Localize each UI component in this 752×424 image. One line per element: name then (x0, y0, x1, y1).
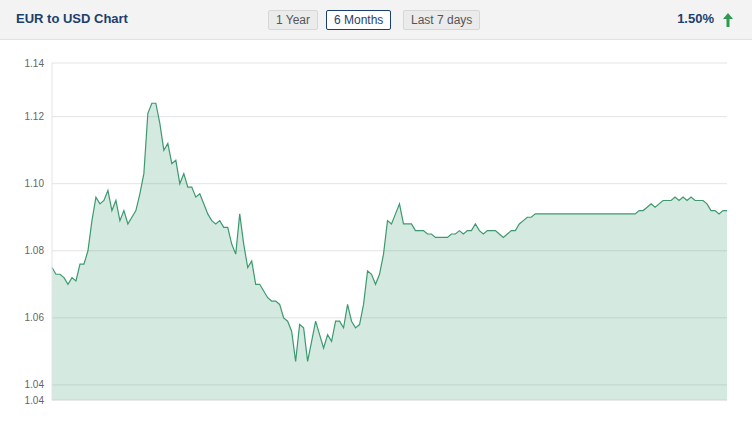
svg-text:1.06: 1.06 (25, 312, 45, 323)
html-text:Last 7 days: Last 7 days (411, 13, 473, 27)
svg-text:1.10: 1.10 (25, 178, 45, 189)
svg-text:1.08: 1.08 (25, 245, 45, 256)
svg-text:1.12: 1.12 (25, 111, 45, 122)
svg-text:1.14: 1.14 (25, 58, 45, 69)
html-text:6 Months: 6 Months (334, 13, 384, 27)
svg-text:1.04: 1.04 (25, 395, 45, 406)
html-text:1.50%: 1.50% (677, 11, 714, 26)
html-text:1 Year: 1 Year (276, 13, 310, 27)
svg-text:1.04: 1.04 (25, 379, 45, 390)
html-text:EUR to USD Chart: EUR to USD Chart (16, 11, 128, 26)
